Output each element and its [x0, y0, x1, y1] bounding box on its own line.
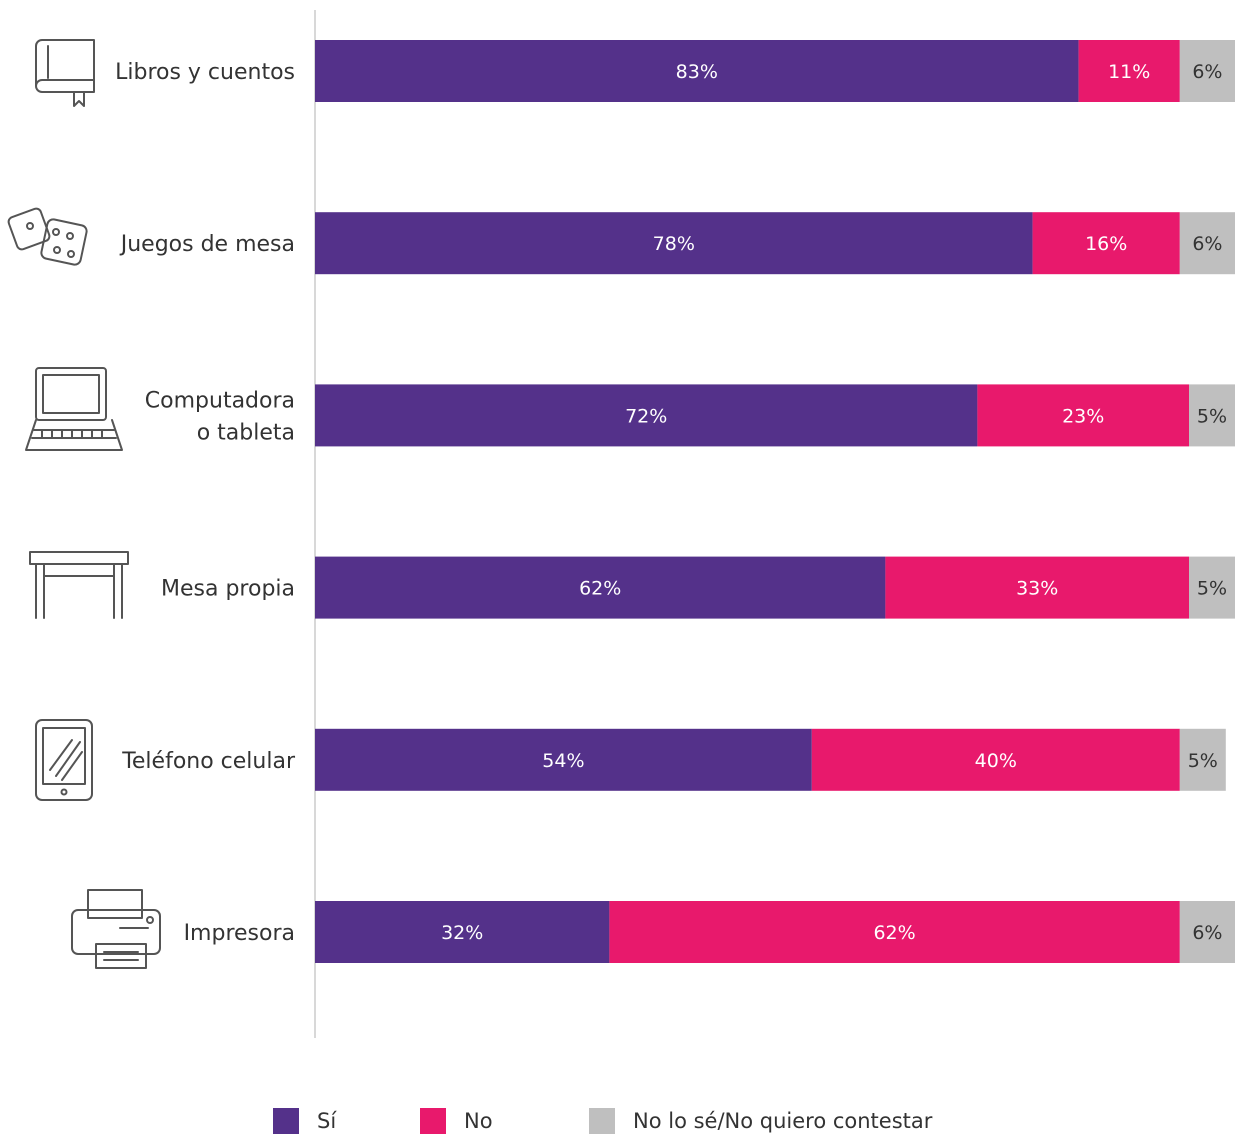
printer-icon — [71, 889, 161, 969]
table-icon-legs — [35, 563, 123, 619]
legend: Sí No No lo sé/No quiero contestar — [0, 1108, 1236, 1138]
laptop-icon-base — [25, 419, 123, 451]
category-label-line: Impresora — [184, 921, 295, 946]
data-label-no-telefono-celular: 40% — [975, 750, 1017, 772]
data-label-no-computadora-o-tableta: 23% — [1062, 405, 1104, 427]
bar-no-computadora-o-tableta — [977, 384, 1189, 447]
bar-no-juegos-de-mesa — [1032, 212, 1180, 275]
category-label-impresora: Impresora — [184, 921, 295, 946]
bar-nose-juegos-de-mesa — [1179, 212, 1235, 275]
printer-icon-lines — [103, 927, 149, 961]
legend-label-si: Sí — [317, 1109, 337, 1133]
category-label-juegos-de-mesa: Juegos de mesa — [119, 232, 295, 257]
legend-label-no: No — [464, 1109, 493, 1133]
table-icon — [29, 551, 129, 619]
bar-nose-computadora-o-tableta — [1189, 384, 1235, 447]
bar-si-impresora — [315, 901, 610, 963]
data-label-si-libros-y-cuentos: 83% — [676, 61, 718, 83]
category-label-telefono-celular: Teléfono celular — [121, 749, 296, 774]
dice-icon-pip — [26, 222, 34, 230]
data-label-si-telefono-celular: 54% — [542, 750, 584, 772]
data-label-no-mesa-propia: 33% — [1016, 578, 1058, 600]
data-label-si-juegos-de-mesa: 78% — [653, 233, 695, 255]
bar-si-libros-y-cuentos — [315, 40, 1079, 102]
phone-icon — [35, 719, 93, 801]
laptop-icon-display — [42, 374, 100, 414]
bar-si-mesa-propia — [315, 556, 886, 619]
category-label-line: Libros y cuentos — [115, 60, 295, 85]
bar-no-impresora — [609, 901, 1180, 963]
legend-item-no: No — [420, 1108, 493, 1134]
category-label-line: Juegos de mesa — [119, 232, 295, 257]
legend-item-nose: No lo sé/No quiero contestar — [589, 1108, 932, 1134]
dice-icon-pip — [52, 228, 60, 236]
data-label-no-libros-y-cuentos: 11% — [1108, 61, 1150, 83]
table-icon-top — [29, 551, 129, 565]
legend-swatch-si — [273, 1108, 299, 1134]
legend-swatch-no — [420, 1108, 446, 1134]
dice-icon-pip — [67, 250, 75, 258]
legend-item-si: Sí — [273, 1108, 336, 1134]
dice-icon-pip — [53, 246, 61, 254]
bar-nose-mesa-propia — [1189, 556, 1235, 619]
book-icon-shape — [35, 39, 95, 93]
category-label-line: Teléfono celular — [121, 749, 296, 774]
dice-icon — [7, 207, 88, 266]
category-label-line: o tableta — [197, 420, 295, 445]
data-label-nose-telefono-celular: 5% — [1188, 750, 1218, 772]
data-label-no-juegos-de-mesa: 16% — [1085, 233, 1127, 255]
legend-label-nose: No lo sé/No quiero contestar — [633, 1109, 933, 1133]
bar-no-mesa-propia — [885, 556, 1189, 619]
legend-swatch-nose — [589, 1108, 615, 1134]
data-label-nose-mesa-propia: 5% — [1197, 578, 1227, 600]
printer-icon-body — [71, 909, 161, 955]
printer-icon-paper-in — [87, 889, 143, 919]
data-label-no-impresora: 62% — [873, 922, 915, 944]
category-label-line: Mesa propia — [161, 577, 295, 602]
data-label-nose-computadora-o-tableta: 5% — [1197, 405, 1227, 427]
laptop-icon-screen — [35, 367, 107, 421]
laptop-icon-keyboard — [31, 429, 117, 439]
data-label-nose-impresora: 6% — [1192, 922, 1222, 944]
bar-si-computadora-o-tableta — [315, 384, 978, 447]
category-label-libros-y-cuentos: Libros y cuentos — [115, 60, 295, 85]
bar-si-juegos-de-mesa — [315, 212, 1033, 275]
printer-icon-light — [146, 916, 154, 924]
phone-icon-screen — [42, 727, 86, 785]
book-icon — [35, 39, 95, 107]
dice-icon-pip — [66, 232, 74, 240]
data-label-si-mesa-propia: 62% — [579, 578, 621, 600]
dice-icon-die-2 — [40, 218, 88, 266]
bar-nose-libros-y-cuentos — [1179, 40, 1235, 102]
laptop-icon — [25, 367, 123, 451]
bar-no-libros-y-cuentos — [1078, 40, 1180, 102]
bar-no-telefono-celular — [811, 728, 1180, 791]
phone-icon-body — [35, 719, 93, 801]
stacked-bar-chart: Libros y cuentos 83% 11% 6% Juegos de mesa 78… — [7, 10, 1235, 1038]
phone-icon-button — [60, 788, 68, 796]
printer-icon-paper-out — [95, 943, 147, 969]
book-icon-ribbon — [73, 91, 85, 107]
category-label-mesa-propia: Mesa propia — [161, 577, 295, 602]
data-label-nose-libros-y-cuentos: 6% — [1192, 61, 1222, 83]
bar-nose-impresora — [1179, 901, 1235, 963]
category-label-computadora-o-tableta: Computadora o tableta — [145, 388, 295, 445]
data-label-si-impresora: 32% — [441, 922, 483, 944]
bar-si-telefono-celular — [315, 728, 812, 791]
data-label-nose-juegos-de-mesa: 6% — [1192, 233, 1222, 255]
bar-nose-telefono-celular — [1179, 728, 1226, 791]
data-label-si-computadora-o-tableta: 72% — [625, 405, 667, 427]
phone-icon-glare — [49, 739, 83, 781]
category-label-line: Computadora — [145, 388, 295, 413]
dice-icon-die-1 — [7, 207, 51, 251]
